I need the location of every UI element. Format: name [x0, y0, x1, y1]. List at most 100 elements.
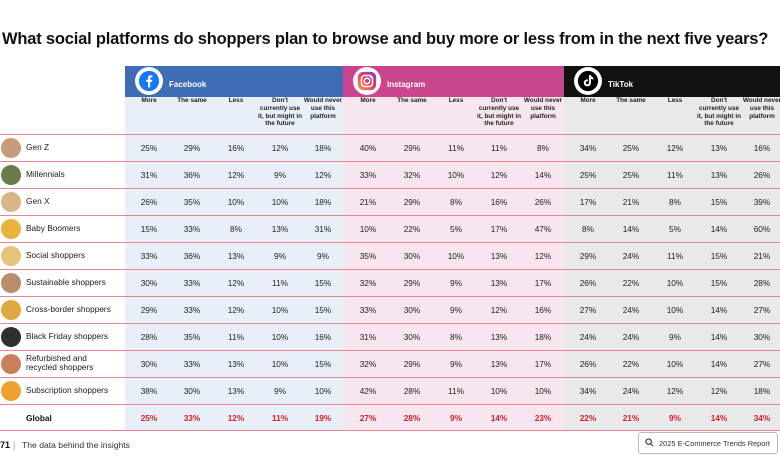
table-cell: 10%: [271, 197, 289, 207]
table-cell: 16%: [753, 143, 771, 153]
table-cell: 42%: [359, 386, 377, 396]
row-label: Millennials: [26, 169, 65, 179]
global-cell: 11%: [271, 413, 289, 423]
tiktok-header: TikTok: [564, 66, 780, 97]
table-cell: 26%: [579, 359, 597, 369]
table-cell: 21%: [753, 251, 771, 261]
global-cell: 9%: [450, 413, 462, 423]
table-cell: 33%: [359, 305, 377, 315]
avatar: [1, 192, 21, 212]
avatar: [1, 381, 21, 401]
table-cell: 31%: [140, 170, 158, 180]
table-cell: 34%: [579, 143, 597, 153]
table-cell: 11%: [667, 170, 683, 180]
global-cell: 21%: [622, 413, 640, 423]
table-cell: 12%: [271, 143, 289, 153]
table-cell: 30%: [140, 359, 158, 369]
table-cell: 8%: [450, 332, 462, 342]
table-cell: 14%: [534, 170, 552, 180]
row-label: Gen X: [26, 196, 50, 206]
global-cell: 14%: [490, 413, 508, 423]
row-divider: [0, 269, 780, 270]
table-cell: 15%: [710, 251, 728, 261]
global-cell: 22%: [579, 413, 597, 423]
page-title: What social platforms do shoppers plan t…: [2, 30, 769, 48]
table-cell: 9%: [669, 332, 681, 342]
global-cell: 34%: [753, 413, 771, 423]
avatar: [1, 273, 21, 293]
table-cell: 15%: [710, 197, 728, 207]
report-button-label: 2025 E-Commerce Trends Report: [659, 438, 770, 448]
table-cell: 11%: [272, 278, 288, 288]
table-cell: 26%: [579, 278, 597, 288]
table-cell: 12%: [227, 278, 245, 288]
table-cell: 29%: [403, 278, 421, 288]
global-cell: 25%: [140, 413, 158, 423]
table-cell: 27%: [753, 359, 771, 369]
table-cell: 14%: [710, 332, 728, 342]
table-cell: 26%: [140, 197, 158, 207]
table-cell: 29%: [579, 251, 597, 261]
table-cell: 36%: [183, 170, 201, 180]
instagram-column-background: [343, 97, 564, 431]
table-cell: 16%: [227, 143, 245, 153]
global-top-divider: [0, 404, 780, 405]
table-cell: 26%: [534, 197, 552, 207]
avatar: [1, 138, 21, 158]
table-cell: 18%: [534, 332, 552, 342]
row-divider: [0, 323, 780, 324]
table-cell: 11%: [491, 143, 507, 153]
column-header: Less: [448, 97, 464, 104]
table-cell: 5%: [450, 224, 462, 234]
table-cell: 33%: [140, 251, 158, 261]
table-cell: 17%: [579, 197, 597, 207]
table-cell: 11%: [667, 251, 683, 261]
table-cell: 10%: [447, 251, 465, 261]
table-cell: 29%: [403, 143, 421, 153]
global-bottom-divider: [0, 430, 780, 431]
row-divider: [0, 377, 780, 378]
table-cell: 9%: [274, 170, 286, 180]
table-cell: 15%: [314, 359, 332, 369]
table-cell: 22%: [622, 359, 640, 369]
footer-text: The data behind the insights: [22, 440, 130, 450]
table-cell: 13%: [710, 143, 728, 153]
table-cell: 13%: [227, 386, 245, 396]
table-cell: 12%: [490, 170, 508, 180]
table-cell: 8%: [450, 197, 462, 207]
table-cell: 18%: [314, 143, 332, 153]
avatar: [1, 165, 21, 185]
row-divider: [0, 188, 780, 189]
table-cell: 25%: [579, 170, 597, 180]
tiktok-column-background: [564, 97, 780, 431]
column-header: The same: [616, 97, 646, 104]
row-label: Subscription shoppers: [26, 385, 109, 395]
table-cell: 8%: [669, 197, 681, 207]
row-label: Cross-border shoppers: [26, 304, 111, 314]
table-cell: 31%: [314, 224, 332, 234]
table-cell: 18%: [314, 197, 332, 207]
table-cell: 24%: [622, 251, 640, 261]
report-button[interactable]: 2025 E-Commerce Trends Report: [638, 432, 778, 454]
table-cell: 17%: [534, 359, 552, 369]
column-header: Don't currently use it, but might in the…: [258, 97, 303, 128]
table-cell: 35%: [359, 251, 377, 261]
table-cell: 32%: [359, 278, 377, 288]
table-cell: 30%: [403, 305, 421, 315]
instagram-header: Instagram: [343, 66, 564, 97]
table-cell: 16%: [534, 305, 552, 315]
facebook-header: Facebook: [125, 66, 343, 97]
table-cell: 30%: [140, 278, 158, 288]
table-cell: 29%: [183, 143, 201, 153]
row-label: Gen Z: [26, 142, 50, 152]
row-divider: [0, 215, 780, 216]
table-cell: 32%: [359, 359, 377, 369]
table-cell: 24%: [579, 332, 597, 342]
table-cell: 33%: [359, 170, 377, 180]
row-label: Social shoppers: [26, 250, 86, 260]
avatar: [1, 219, 21, 239]
global-cell: 14%: [710, 413, 728, 423]
table-cell: 10%: [271, 305, 289, 315]
table-cell: 15%: [710, 278, 728, 288]
table-cell: 10%: [271, 332, 289, 342]
